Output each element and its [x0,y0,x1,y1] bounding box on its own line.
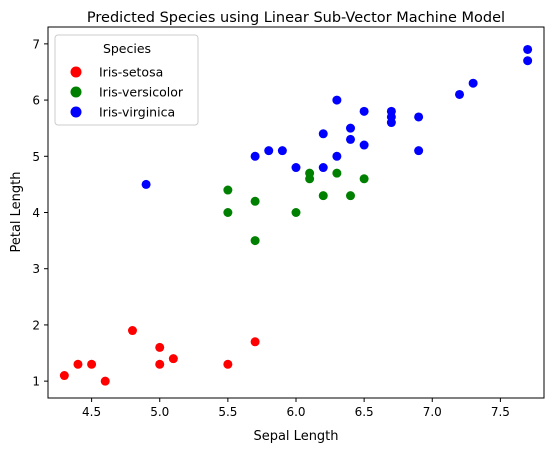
data-point-iris-virginica [455,89,465,99]
data-point-iris-setosa [73,359,83,369]
data-point-iris-setosa [127,326,137,336]
legend-box [54,34,199,126]
points-layer [59,44,533,386]
data-point-iris-setosa [168,354,178,364]
data-point-iris-virginica [346,134,356,144]
legend-marker-iris-virginica [70,106,82,118]
data-point-iris-setosa [59,371,69,381]
y-axis-label: Petal Length [9,171,24,252]
data-point-iris-versicolor [332,168,342,178]
data-point-iris-virginica [318,163,328,173]
legend-marker-iris-versicolor [70,86,82,98]
data-point-iris-versicolor [250,236,260,246]
y-tick-label: 3 [32,262,40,276]
data-point-iris-setosa [87,359,97,369]
data-point-iris-virginica [141,179,151,189]
data-point-iris-setosa [155,359,165,369]
data-point-iris-virginica [346,123,356,133]
x-tick-label: 5.0 [150,405,169,419]
data-point-iris-virginica [332,151,342,161]
data-point-iris-virginica [277,146,287,156]
x-tick-label: 6.0 [286,405,305,419]
data-point-iris-setosa [155,342,165,352]
data-point-iris-virginica [414,146,424,156]
data-point-iris-virginica [468,78,478,88]
legend-title: Species [103,41,151,56]
data-point-iris-virginica [291,163,301,173]
y-tick-label: 7 [32,37,40,51]
x-tick-label: 5.5 [218,405,237,419]
legend-entries: Iris-setosa Iris-versicolor Iris-virginica [70,65,184,120]
data-point-iris-virginica [523,44,533,54]
chart-title: Predicted Species using Linear Sub-Vecto… [87,10,505,26]
data-point-iris-virginica [386,118,396,128]
data-point-iris-versicolor [346,191,356,201]
data-point-iris-versicolor [223,185,233,195]
data-point-iris-setosa [100,376,110,386]
data-point-iris-versicolor [250,196,260,206]
data-point-iris-versicolor [359,174,369,184]
y-tick-label: 4 [32,206,40,220]
legend-marker-iris-setosa [70,66,82,78]
legend-label-iris-versicolor: Iris-versicolor [99,85,184,100]
data-point-iris-virginica [250,151,260,161]
y-tick-label: 6 [32,94,40,108]
x-tick-label: 7.5 [491,405,510,419]
x-tick-label: 6.5 [355,405,374,419]
legend: Species Iris-setosa Iris-versicolor Iris-v… [54,34,199,126]
data-point-iris-virginica [523,56,533,66]
y-tick-label: 2 [32,318,40,332]
data-point-iris-virginica [359,140,369,150]
x-axis-label: Sepal Length [253,429,338,444]
data-point-iris-setosa [250,337,260,347]
data-point-iris-setosa [223,359,233,369]
data-point-iris-versicolor [291,208,301,217]
legend-label-iris-setosa: Iris-setosa [99,65,163,80]
data-point-iris-virginica [359,106,369,116]
data-point-iris-versicolor [223,208,233,217]
x-tick-label: 4.5 [82,405,101,419]
data-point-iris-virginica [332,95,342,105]
legend-label-iris-virginica: Iris-virginica [99,105,175,120]
x-tick-label: 7.0 [423,405,442,419]
data-point-iris-versicolor [305,174,315,184]
plot-area [47,26,545,399]
data-point-iris-virginica [414,112,424,122]
y-tick-label: 5 [32,150,40,164]
data-point-iris-virginica [318,129,328,139]
data-point-iris-virginica [264,146,274,156]
y-axis-ticks: 1 2 3 4 5 6 7 [32,37,48,389]
x-axis-ticks: 4.5 5.0 5.5 6.0 6.5 7.0 7.5 [82,398,510,419]
data-point-iris-versicolor [318,191,328,201]
y-tick-label: 1 [32,375,40,389]
